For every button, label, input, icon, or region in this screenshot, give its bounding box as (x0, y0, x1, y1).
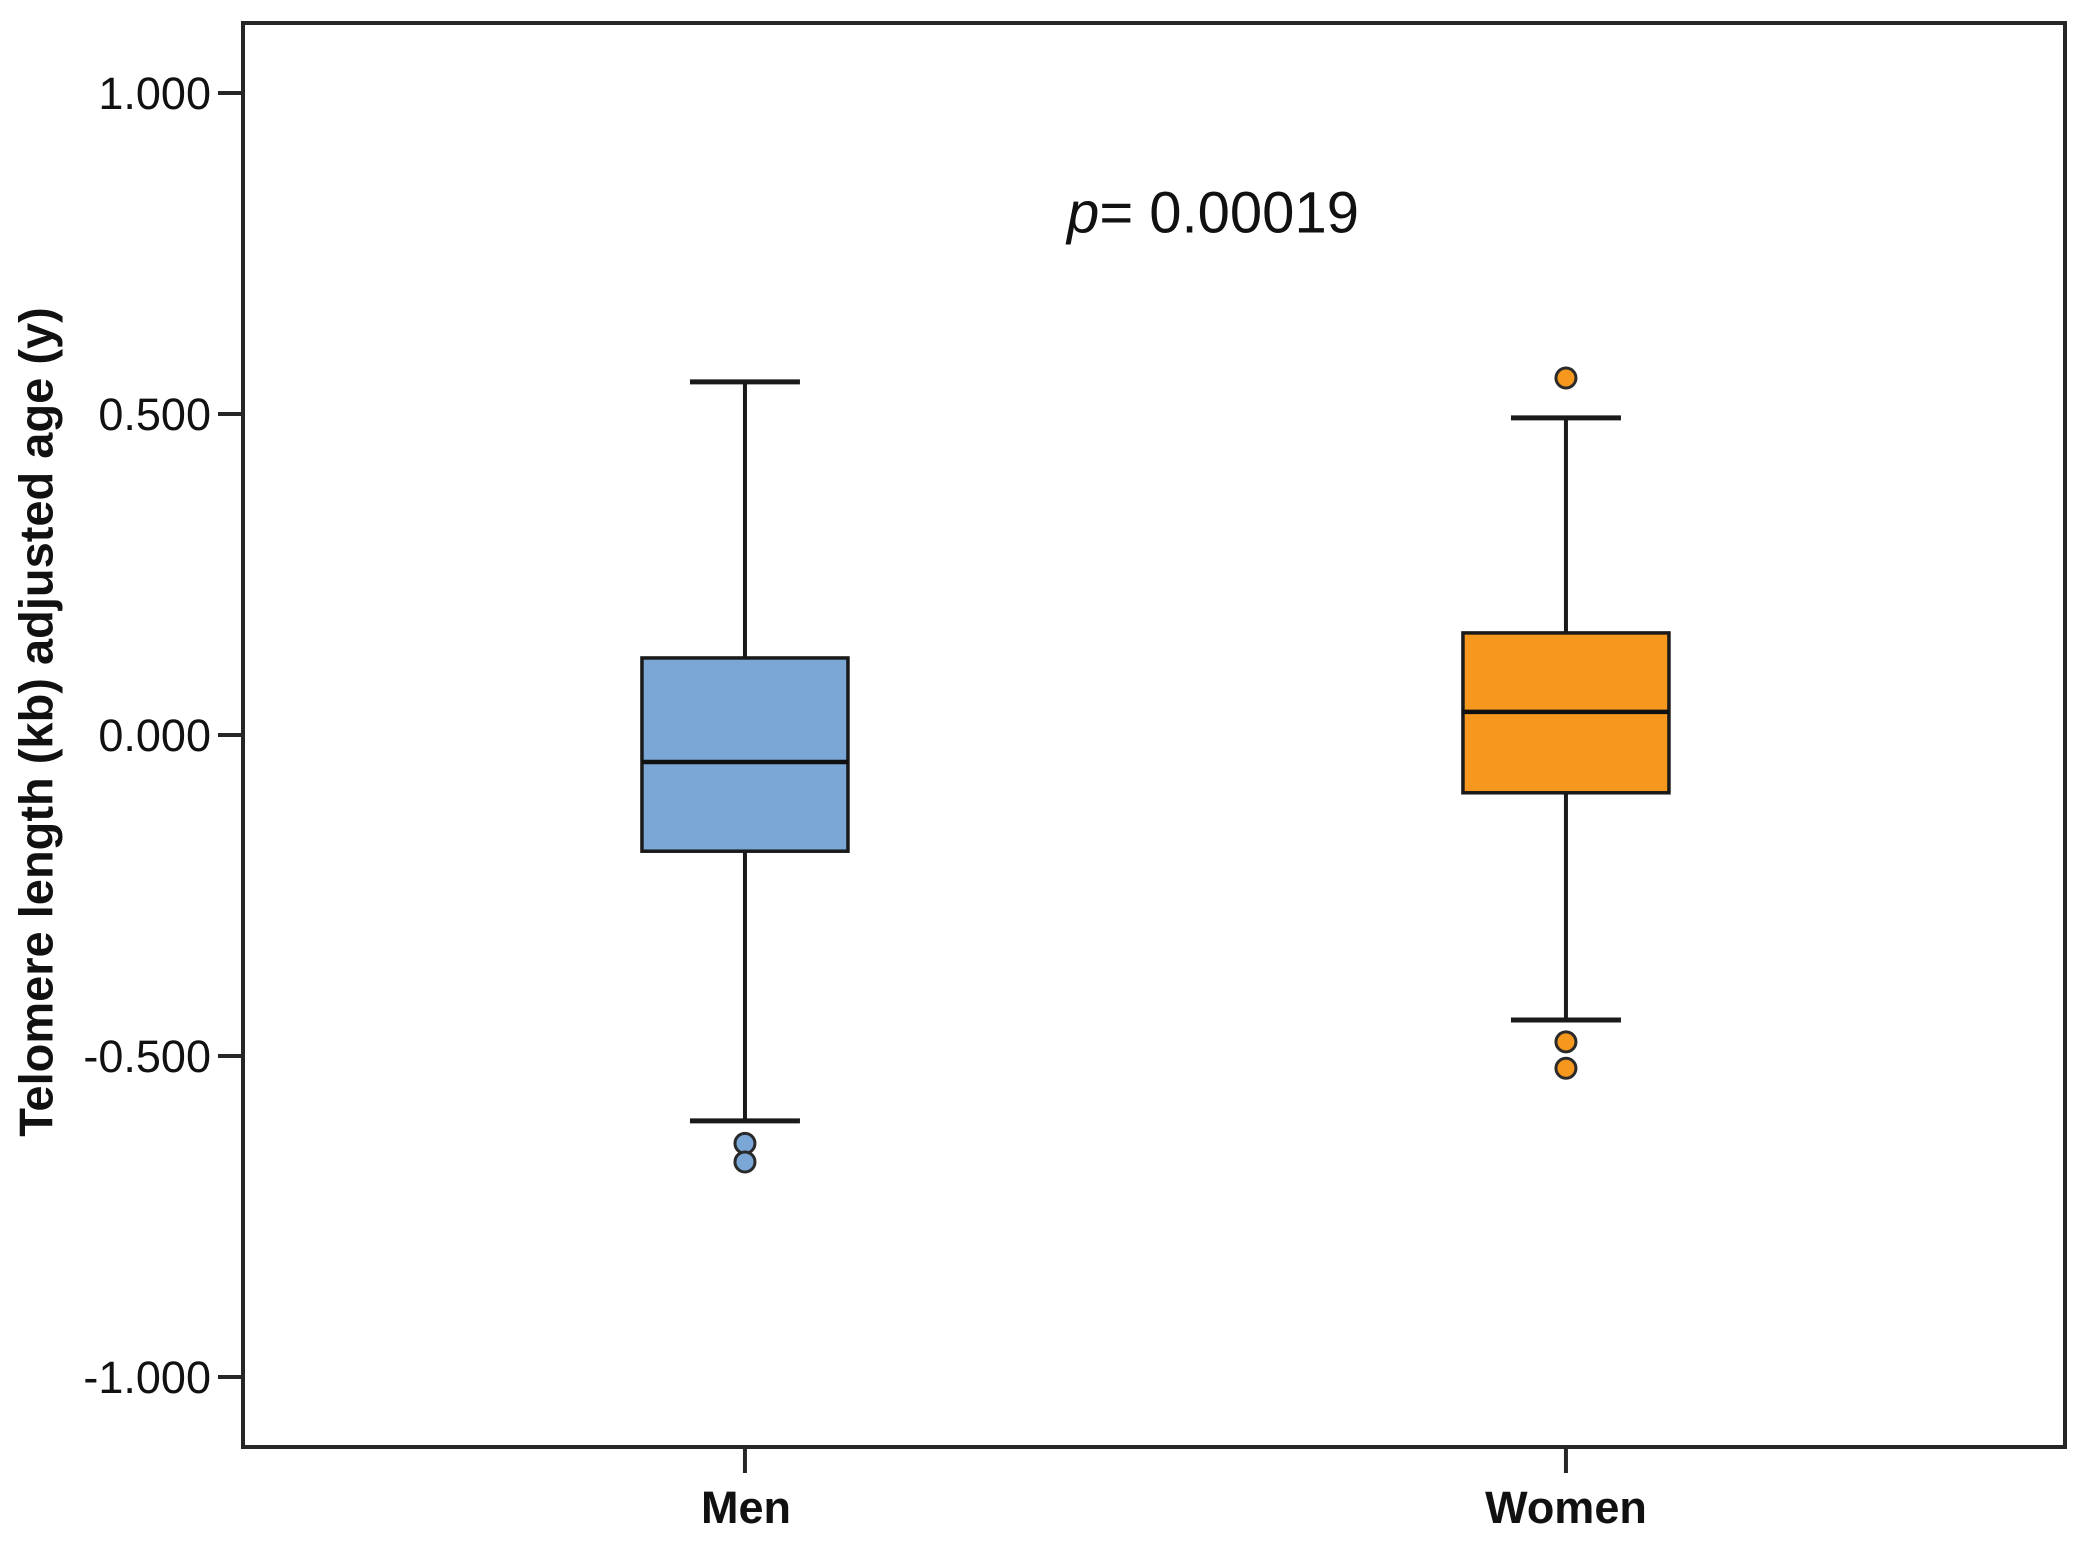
outlier-point-women (1554, 366, 1578, 390)
p-value-annotation: p= 0.00019 (1067, 180, 1359, 247)
y-tick-label: 1.000 (98, 68, 211, 119)
y-tick-label: 0.500 (98, 389, 211, 440)
y-tick-label: 0.000 (98, 710, 211, 761)
outlier-point-women (1554, 1030, 1578, 1054)
x-category-label-men: Men (701, 1482, 791, 1533)
p-value-text: = 0.00019 (1099, 180, 1359, 246)
outlier-point-men (733, 1131, 757, 1155)
y-tick-label: -0.500 (83, 1031, 211, 1082)
y-axis-title: Telomere length (kb) adjusted age (y) (9, 307, 63, 1137)
x-category-label-women: Women (1485, 1482, 1647, 1533)
p-symbol: p (1067, 180, 1100, 246)
iqr-box-men (640, 656, 850, 853)
outlier-point-men (733, 1150, 757, 1174)
y-tick-label: -1.000 (83, 1352, 211, 1403)
outlier-point-women (1554, 1056, 1578, 1080)
